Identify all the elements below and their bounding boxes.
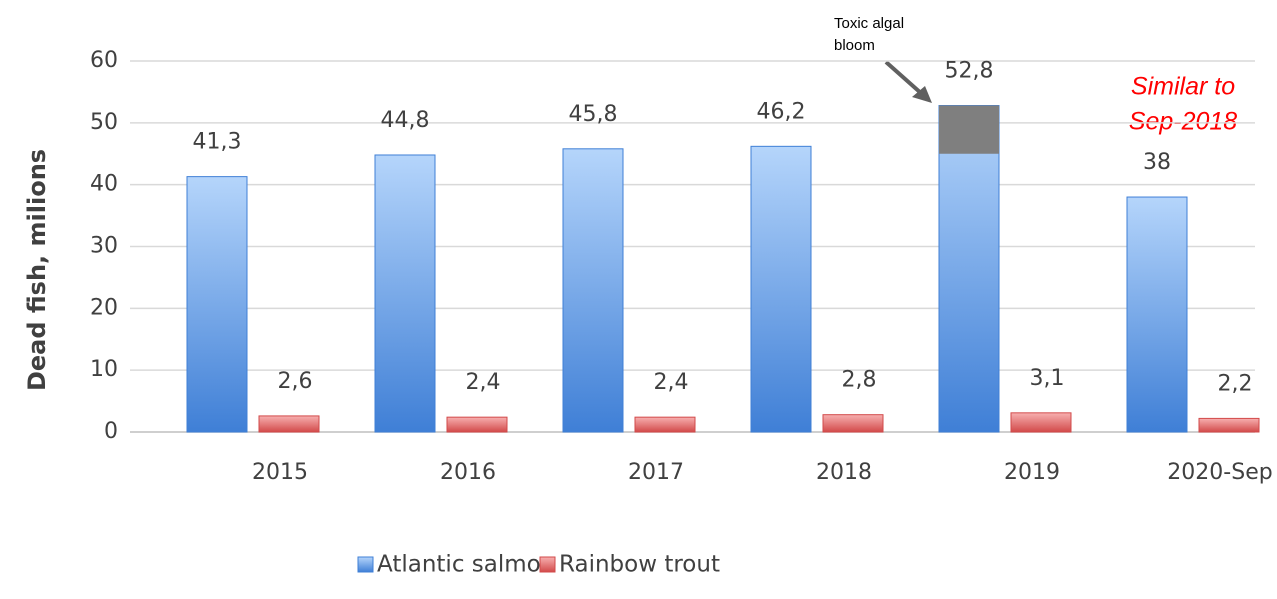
data-label: 46,2 [757,99,806,124]
bar [374,154,436,433]
x-tick-label: 2018 [816,460,872,485]
y-tick-label: 0 [104,419,118,444]
bar [938,105,1000,433]
data-label: 2,6 [278,369,313,394]
data-label: 52,8 [945,59,994,84]
legend-swatch [539,556,556,573]
y-tick-label: 20 [90,295,118,320]
x-tick-label: 2019 [1004,460,1060,485]
legend-label: Atlantic salmon [377,552,555,578]
x-tick-label: 2015 [252,460,308,485]
y-tick-label: 50 [90,110,118,135]
x-tick-label: 2016 [440,460,496,485]
x-tick-label: 2020-Sep [1167,460,1272,485]
data-label: 2,4 [654,370,689,395]
data-label: 44,8 [381,108,430,133]
bar [634,416,696,433]
data-label: 2,8 [842,368,877,393]
bar [750,145,812,433]
bar [186,176,248,433]
bar [822,414,884,433]
bar [258,415,320,433]
y-tick-label: 30 [90,234,118,259]
y-tick-label: 60 [90,48,118,73]
bar [562,148,624,433]
annotation-arrow [884,60,924,96]
note-line: Sep-2018 [1129,108,1238,136]
bar [1126,196,1188,433]
legend-label: Rainbow trout [559,552,720,578]
bar [446,416,508,433]
note-line: Similar to [1131,73,1235,101]
data-label: 41,3 [193,130,242,155]
y-axis-title: Dead fish, milions [23,149,51,391]
data-label: 38 [1143,150,1171,175]
bar [1198,417,1260,433]
annotation-line: bloom [834,37,875,54]
bar [1010,412,1072,433]
annotation-arrowhead [912,86,932,103]
x-tick-label: 2017 [628,460,684,485]
data-label: 2,2 [1218,371,1253,396]
highlight-segment [939,105,999,154]
y-tick-label: 10 [90,357,118,382]
data-label: 45,8 [569,102,618,127]
legend-swatch [357,556,374,573]
data-label: 3,1 [1030,366,1065,391]
annotation-line: Toxic algal [834,15,904,32]
y-tick-label: 40 [90,172,118,197]
data-label: 2,4 [466,370,501,395]
